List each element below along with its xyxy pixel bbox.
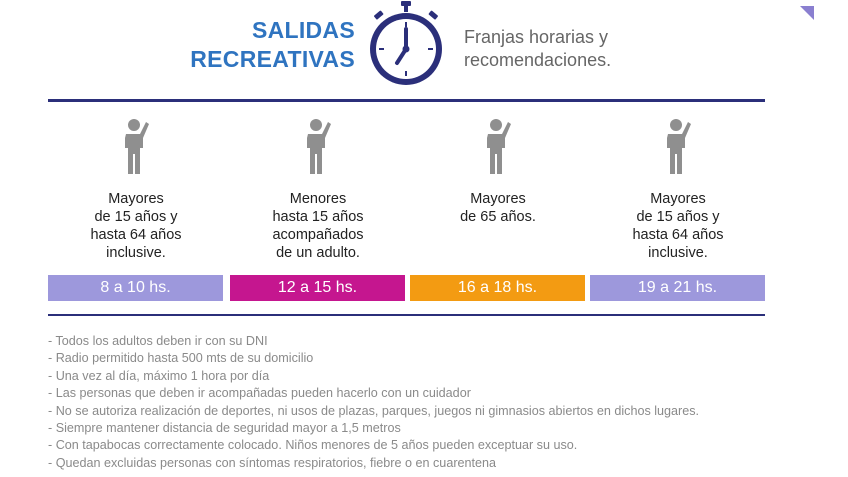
clock-icon bbox=[370, 1, 442, 85]
title-line-2: RECREATIVAS bbox=[190, 46, 355, 72]
person-icon bbox=[307, 119, 331, 174]
subtitle-line-1: Franjas horarias y bbox=[464, 27, 609, 47]
page-title: SALIDAS RECREATIVAS bbox=[150, 16, 355, 74]
group-column-3: Mayores de 65 años. bbox=[410, 118, 586, 226]
recommendations-list: - Todos los adultos deben ir con su DNI … bbox=[48, 333, 808, 472]
time-band-2: 12 a 15 hs. bbox=[230, 275, 405, 301]
group-description: Mayores de 65 años. bbox=[460, 191, 536, 225]
group-column-2: Menores hasta 15 años acompañados de un … bbox=[230, 118, 406, 262]
person-icon bbox=[487, 119, 511, 174]
list-item: - Con tapabocas correctamente colocado. … bbox=[48, 438, 578, 453]
top-divider bbox=[48, 99, 765, 102]
group-description: Menores hasta 15 años acompañados de un … bbox=[272, 191, 364, 261]
list-item: - Una vez al día, máximo 1 hora por día bbox=[48, 368, 270, 383]
person-icon bbox=[667, 119, 691, 174]
time-band-4: 19 a 21 hs. bbox=[590, 275, 765, 301]
group-description: Mayores de 15 años y hasta 64 años inclu… bbox=[90, 191, 182, 261]
corner-triangle-decoration bbox=[800, 6, 814, 20]
group-column-4: Mayores de 15 años y hasta 64 años inclu… bbox=[590, 118, 766, 262]
subtitle-line-2: recomendaciones. bbox=[464, 50, 612, 70]
list-item: - Siempre mantener distancia de segurida… bbox=[48, 421, 401, 436]
time-band-3: 16 a 18 hs. bbox=[410, 275, 585, 301]
bottom-divider bbox=[48, 314, 765, 316]
subtitle: Franjas horarias y recomendaciones. bbox=[464, 26, 611, 72]
title-line-1: SALIDAS bbox=[251, 17, 355, 43]
group-column-1: Mayores de 15 años y hasta 64 años inclu… bbox=[48, 118, 224, 262]
list-item: - Radio permitido hasta 500 mts de su do… bbox=[48, 351, 314, 366]
list-item: - No se autoriza realización de deportes… bbox=[48, 403, 700, 418]
list-item: - Quedan excluidas personas con síntomas… bbox=[48, 455, 497, 470]
time-band-1: 8 a 10 hs. bbox=[48, 275, 223, 301]
person-icon bbox=[125, 119, 149, 174]
group-description: Mayores de 15 años y hasta 64 años inclu… bbox=[632, 191, 724, 261]
list-item: - Todos los adultos deben ir con su DNI bbox=[48, 334, 268, 348]
list-item: - Las personas que deben ir acompañadas … bbox=[48, 386, 471, 401]
